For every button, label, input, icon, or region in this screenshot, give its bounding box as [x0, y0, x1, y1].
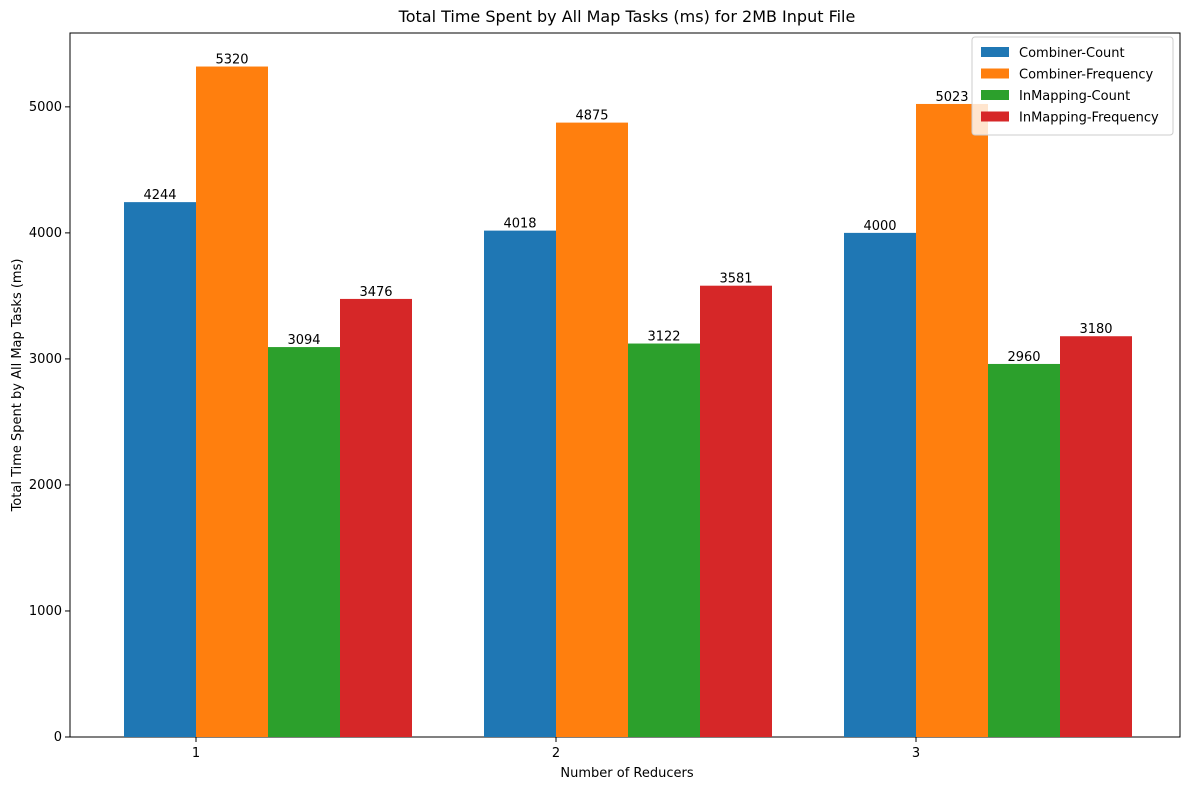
y-tick-label: 4000	[29, 226, 62, 241]
bar-value-label: 4000	[863, 219, 896, 234]
legend: Combiner-Count Combiner-Frequency InMappin…	[971, 36, 1174, 136]
y-tick-label: 5000	[29, 100, 62, 115]
legend-box	[971, 36, 1174, 136]
y-axis-label: Total Time Spent by All Map Tasks (ms)	[10, 259, 25, 513]
x-axis-label: Number of Reducers	[560, 766, 693, 781]
legend-swatch	[981, 111, 1009, 122]
bar-combiner-frequency-2	[556, 122, 628, 737]
legend-entry-label: InMapping-Frequency	[1019, 111, 1159, 126]
legend-entry-label: Combiner-Frequency	[1019, 68, 1153, 83]
bar-value-label: 3122	[647, 330, 680, 345]
bar-value-label: 4244	[143, 188, 176, 203]
legend-swatch	[981, 47, 1009, 57]
bar-inmapping-count-1	[268, 347, 340, 737]
bar-inmapping-count-2	[628, 343, 700, 737]
bar-value-label: 3476	[359, 285, 392, 300]
bar-value-label: 5023	[935, 90, 968, 105]
bar-value-label: 3581	[719, 272, 752, 287]
bar-value-label: 3180	[1079, 322, 1112, 337]
bar-value-label: 3094	[287, 333, 320, 348]
bar-combiner-count-1	[124, 202, 196, 737]
bar-combiner-frequency-1	[196, 66, 268, 738]
legend-entry-label: InMapping-Count	[1019, 89, 1130, 104]
x-tick-label: 2	[552, 746, 560, 761]
bar-value-label: 5320	[215, 53, 248, 68]
bar-inmapping-frequency-3	[1060, 336, 1132, 737]
bar-inmapping-frequency-2	[700, 285, 772, 737]
bar-combiner-count-3	[844, 232, 916, 737]
legend-swatch	[981, 90, 1009, 100]
legend-entry-label: Combiner-Count	[1019, 46, 1125, 61]
bar-inmapping-frequency-1	[340, 298, 412, 737]
x-tick-label: 3	[912, 746, 920, 761]
y-tick-label: 1000	[29, 604, 62, 619]
bar-combiner-frequency-3	[916, 103, 988, 737]
bar-combiner-count-2	[484, 230, 556, 738]
plot-area: 0 1000 2000 3000 4000 5000 4244 5320 3094 3476 1 40…	[29, 32, 1181, 761]
y-tick-label: 0	[54, 730, 62, 745]
bar-inmapping-count-3	[988, 363, 1060, 737]
bar-value-label: 4018	[503, 217, 536, 232]
y-tick-label: 2000	[29, 478, 62, 493]
bar-value-label: 2960	[1007, 350, 1040, 365]
bar-value-label: 4875	[575, 109, 608, 124]
legend-swatch	[981, 68, 1009, 79]
y-tick-label: 3000	[29, 352, 62, 367]
x-tick-label: 1	[192, 746, 200, 761]
chart-title: Total Time Spent by All Map Tasks (ms) f…	[398, 7, 856, 26]
